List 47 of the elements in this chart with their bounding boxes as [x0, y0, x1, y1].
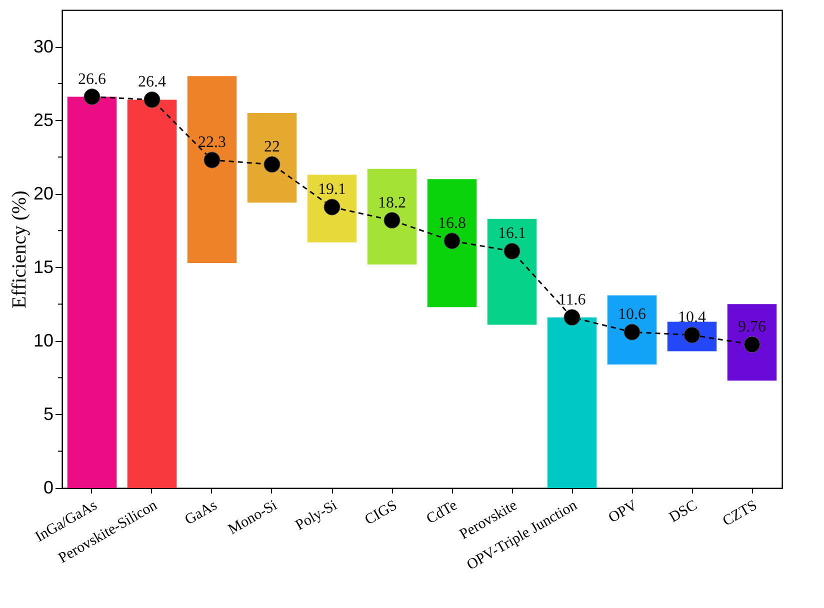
point [504, 242, 520, 260]
point [84, 88, 100, 106]
bar [187, 76, 237, 263]
bar [607, 295, 657, 364]
bar [307, 174, 357, 242]
data-label: 22 [264, 138, 280, 156]
point [384, 212, 400, 229]
data-label: 19.1 [318, 181, 346, 198]
x-tick-label: CIGS [362, 498, 400, 528]
data-label: 11.6 [558, 291, 586, 308]
point [444, 232, 460, 250]
point [744, 336, 760, 353]
data-label: 18.2 [378, 194, 406, 212]
bar [247, 112, 297, 203]
data-label: 10.4 [678, 309, 706, 326]
data-label: 10.6 [618, 306, 646, 324]
y-tick-label: 10 [33, 330, 54, 350]
data-label: 26.4 [138, 74, 166, 91]
bar [367, 168, 417, 264]
point [264, 156, 280, 173]
data-label: 22.3 [198, 134, 226, 152]
bar [67, 96, 117, 488]
y-tick-label: 0 [43, 478, 54, 498]
y-tick-label: 5 [43, 404, 54, 424]
x-tick-label: CdTe [424, 497, 460, 528]
y-tick-label: 20 [33, 183, 54, 204]
y-tick-label: 15 [33, 256, 54, 277]
bar [127, 100, 177, 488]
x-tick-label: CZTS [720, 498, 760, 530]
bar [427, 179, 477, 308]
point [204, 152, 220, 168]
point [564, 309, 580, 326]
data-label: 16.8 [438, 214, 466, 232]
point [624, 324, 640, 340]
data-label: 16.1 [498, 225, 526, 242]
y-tick-label: 25 [33, 110, 54, 130]
y-tick-label: 30 [33, 36, 54, 56]
y-axis-title: Efficiency (%) [8, 190, 30, 308]
data-label: 26.6 [78, 70, 106, 88]
bar [727, 304, 777, 381]
x-tick-label: GaAs [182, 497, 220, 528]
point [144, 91, 160, 108]
x-tick-label: DSC [666, 498, 700, 526]
x-tick-label: OPV [606, 497, 640, 526]
data-label: 9.76 [738, 318, 766, 336]
bar [487, 218, 537, 325]
bar [547, 317, 597, 488]
